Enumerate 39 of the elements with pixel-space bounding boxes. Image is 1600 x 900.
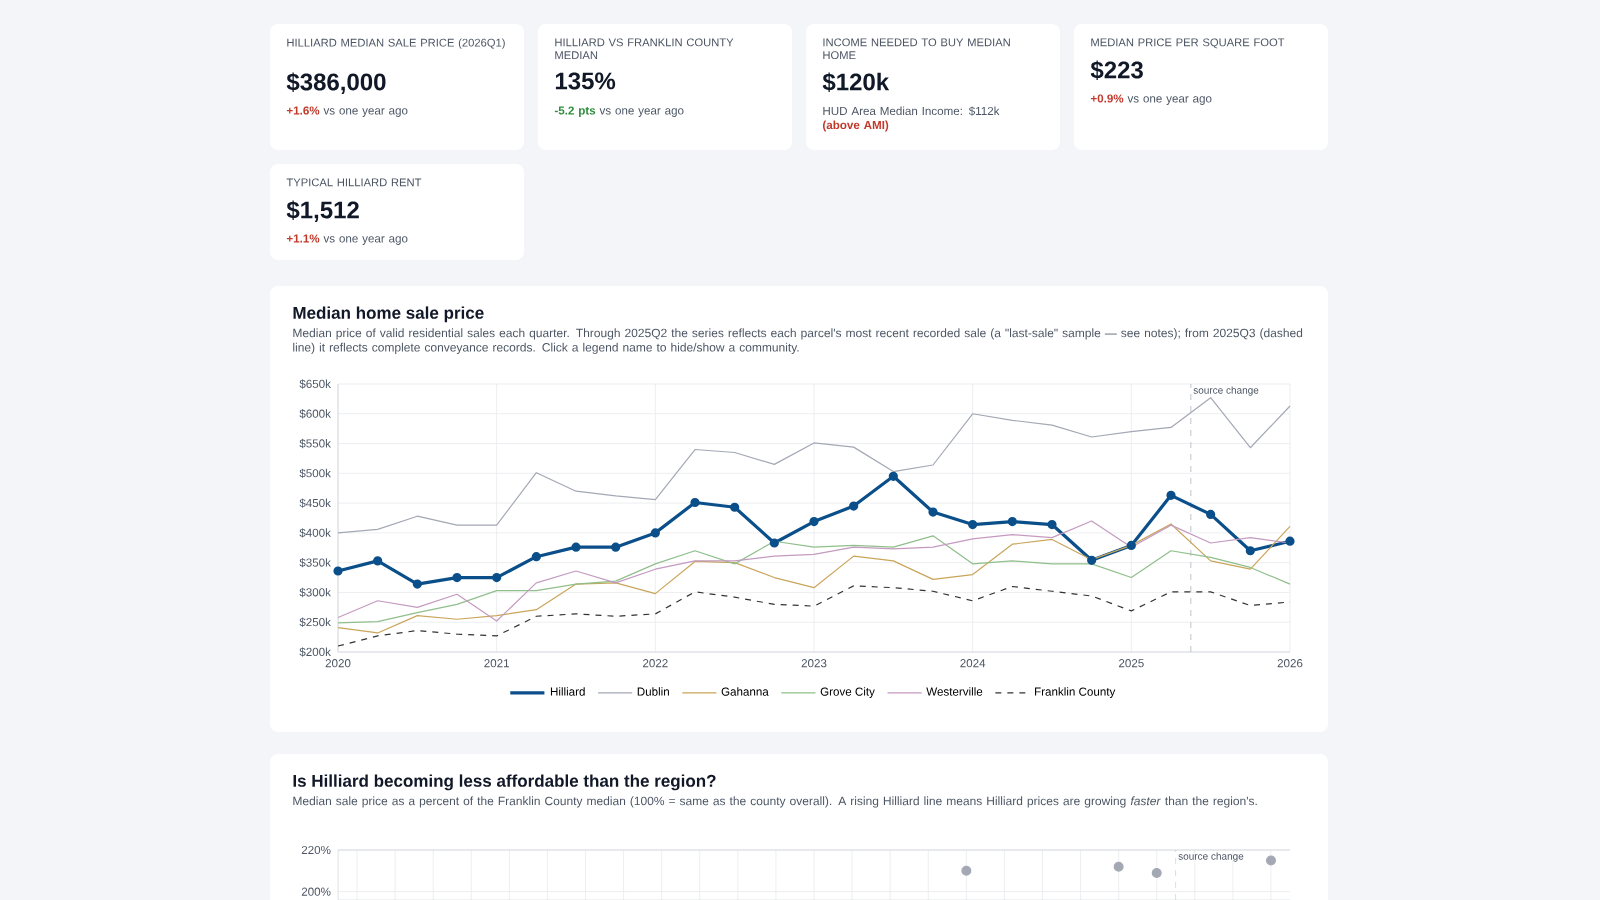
- point: [1007, 516, 1017, 527]
- point: [1166, 490, 1176, 500]
- text: $120k: [822, 72, 890, 92]
- point: [1151, 867, 1162, 878]
- line-series: [337, 535, 1291, 624]
- point: [333, 566, 343, 576]
- point: [650, 528, 660, 538]
- chart-title: Is Hilliard becoming less affordable than the region?: [293, 774, 716, 791]
- point: [968, 519, 978, 530]
- point: [1245, 546, 1255, 556]
- point: [571, 542, 581, 552]
- point: [809, 516, 819, 527]
- point: [452, 572, 462, 583]
- point: [611, 542, 621, 552]
- point: [730, 502, 740, 512]
- point: [769, 538, 779, 548]
- text: $386,000: [286, 72, 386, 94]
- point: [888, 471, 898, 481]
- point: [531, 552, 541, 562]
- point: [412, 579, 422, 589]
- point: [373, 556, 383, 566]
- text: $223: [1090, 60, 1143, 80]
- point: [849, 501, 859, 511]
- point: [1285, 536, 1295, 546]
- point: [961, 865, 972, 876]
- text: $1,512: [286, 200, 359, 222]
- point: [1113, 861, 1124, 872]
- text: 135%: [555, 72, 616, 90]
- chart-title: Median home sale price: [293, 306, 484, 323]
- line-series: [337, 397, 1291, 534]
- point: [1126, 540, 1136, 550]
- point: [690, 497, 700, 508]
- line-series: [337, 585, 1291, 647]
- point: [1047, 519, 1057, 530]
- point: [1206, 509, 1216, 520]
- point: [492, 572, 502, 583]
- point: [1087, 555, 1097, 565]
- point: [1265, 855, 1276, 866]
- point: [928, 507, 938, 517]
